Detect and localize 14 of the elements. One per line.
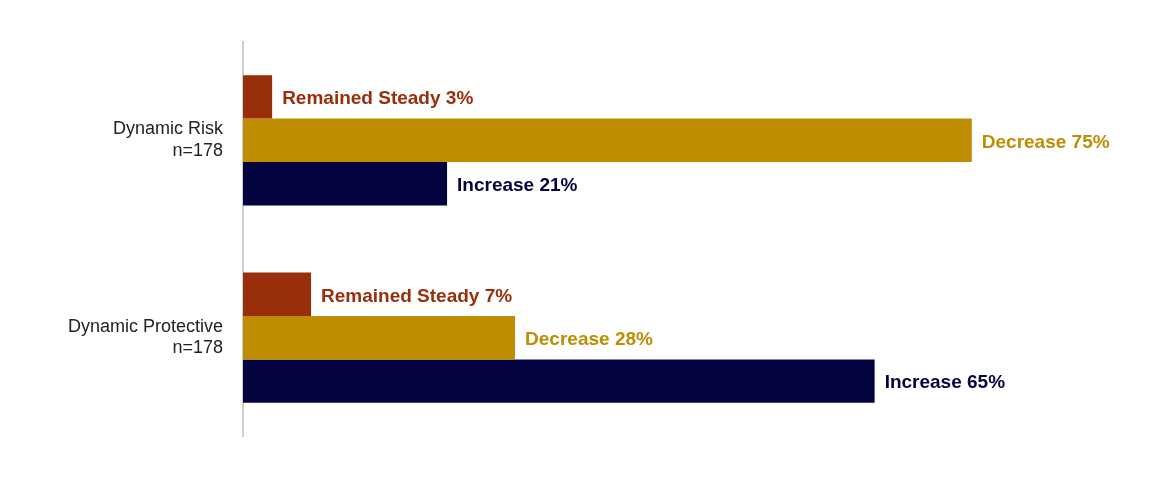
data-label: Remained Steady 3% xyxy=(282,87,474,109)
y-tick-label: Dynamic Protective n=178 xyxy=(67,315,223,358)
data-label: Increase 65% xyxy=(884,371,1006,393)
bar xyxy=(243,75,273,119)
bar xyxy=(243,118,972,163)
data-label: Remained Steady 7% xyxy=(321,284,513,306)
bar xyxy=(243,315,516,360)
y-tick-label: Dynamic Risk n=178 xyxy=(112,118,224,161)
bar xyxy=(243,272,312,316)
bar xyxy=(243,359,875,403)
data-label: Decrease 75% xyxy=(981,130,1110,152)
data-label: Decrease 28% xyxy=(525,327,654,349)
data-label: Increase 21% xyxy=(457,173,578,195)
bar xyxy=(243,162,448,206)
